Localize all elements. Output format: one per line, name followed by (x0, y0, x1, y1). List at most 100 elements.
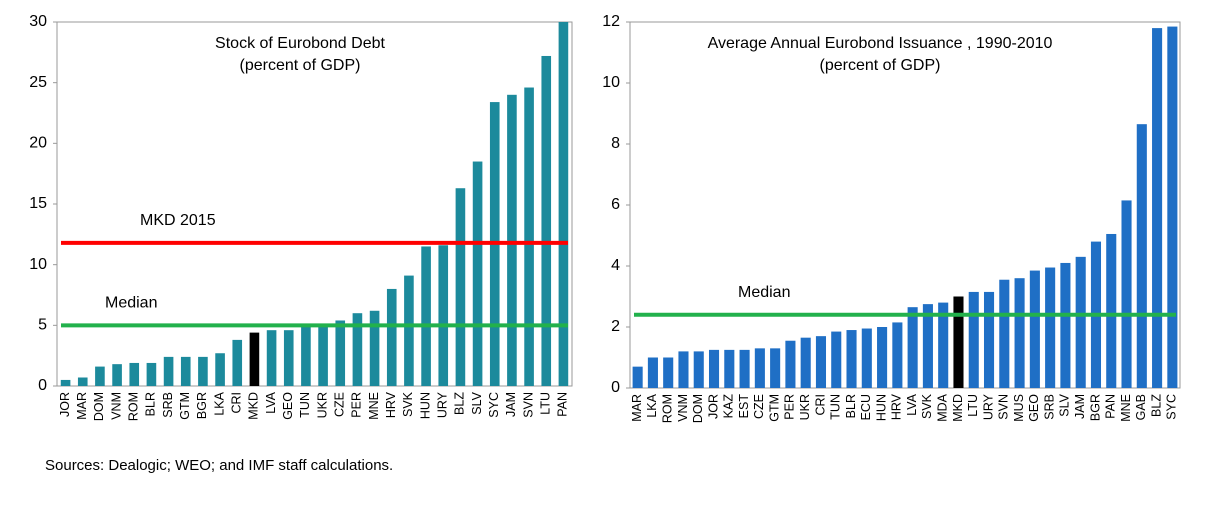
x-tick-label: GTM (767, 394, 781, 422)
y-tick-label: 5 (38, 317, 47, 334)
bar (1121, 200, 1132, 388)
x-tick-label: VNM (676, 394, 690, 422)
x-tick-label: HRV (384, 391, 398, 418)
bar (922, 304, 933, 388)
x-tick-label: CZE (333, 392, 347, 417)
bar (815, 336, 827, 388)
bar (77, 377, 88, 386)
x-tick-label: PAN (556, 392, 570, 417)
y-tick-label: 20 (29, 135, 47, 152)
x-tick-label: JAM (1073, 394, 1087, 419)
bar (472, 161, 483, 386)
bar (754, 348, 765, 388)
y-tick-label: 2 (611, 318, 620, 335)
bar (386, 288, 397, 386)
bar (678, 351, 689, 388)
x-tick-label: HUN (418, 392, 432, 419)
x-tick-label: SVN (997, 394, 1011, 420)
bar (266, 330, 277, 386)
y-tick-label: 10 (602, 74, 620, 91)
x-tick-label: SLV (470, 391, 484, 414)
x-tick-label: LKA (212, 391, 226, 415)
bar (1136, 124, 1147, 389)
x-tick-label: LVA (264, 391, 278, 413)
x-tick-label: UKR (315, 392, 329, 418)
bar (739, 349, 750, 388)
y-tick-label: 30 (29, 13, 47, 30)
bar (335, 320, 346, 386)
x-tick-label: PER (783, 394, 797, 420)
x-tick-label: GEO (1027, 394, 1041, 422)
y-tick-label: 4 (611, 257, 620, 274)
x-tick-label: MUS (1012, 394, 1026, 422)
y-tick-label: 6 (611, 196, 620, 213)
x-tick-label: PAN (1104, 394, 1118, 419)
x-tick-label: CRI (230, 392, 244, 414)
x-tick-label: TUN (298, 392, 312, 418)
x-tick-label: LVA (905, 393, 919, 415)
x-tick-label: URY (981, 393, 995, 420)
bar (831, 331, 842, 388)
bar (1060, 262, 1071, 388)
bar (907, 307, 918, 388)
x-tick-label: UKR (798, 394, 812, 420)
bar (283, 330, 294, 386)
x-tick-label: BGR (1088, 394, 1102, 421)
x-tick-label: CRI (813, 394, 827, 416)
bar (1014, 278, 1025, 388)
bar (724, 349, 735, 388)
bar (938, 302, 949, 388)
x-tick-label: BLZ (1149, 394, 1163, 417)
x-tick-label: GAB (1134, 394, 1148, 420)
x-tick-label: LTU (966, 394, 980, 417)
bar (892, 322, 903, 388)
bar (507, 94, 517, 387)
x-tick-label: SRB (161, 392, 175, 418)
x-tick-label: JOR (58, 392, 72, 417)
bar (1167, 26, 1178, 388)
x-tick-label: SVK (920, 393, 934, 419)
x-tick-label: MDA (935, 393, 949, 421)
x-tick-label: SYC (487, 392, 501, 418)
bar (647, 357, 658, 388)
bar (800, 337, 811, 388)
chart-title: Average Annual Eurobond Issuance , 1990-… (708, 35, 1053, 52)
bar (1075, 256, 1086, 388)
bar (232, 339, 243, 386)
x-tick-label: GEO (281, 392, 295, 420)
x-tick-label: PER (350, 392, 364, 418)
y-tick-label: 0 (611, 379, 620, 396)
bar (846, 330, 857, 388)
bar (877, 327, 888, 388)
bar (558, 22, 569, 386)
bar (1029, 270, 1040, 388)
bar (541, 55, 552, 387)
x-tick-label: MAR (630, 394, 644, 422)
x-tick-label: DOM (691, 394, 705, 423)
x-tick-label: MKD (247, 392, 261, 420)
bar (953, 296, 964, 388)
x-tick-label: GTM (178, 392, 192, 420)
bar (95, 366, 105, 386)
x-tick-label: KAZ (722, 394, 736, 419)
x-tick-label: ROM (127, 392, 141, 421)
x-tick-label: HRV (890, 393, 904, 420)
x-tick-label: JOR (706, 394, 720, 419)
y-tick-label: 12 (602, 13, 620, 30)
x-tick-label: TUN (829, 394, 843, 420)
bar (215, 353, 225, 386)
bar (198, 356, 208, 386)
x-tick-label: ECU (859, 394, 873, 420)
reference-label: Median (738, 284, 790, 301)
bar (708, 349, 720, 388)
x-tick-label: MNE (1119, 394, 1133, 422)
y-tick-label: 10 (29, 256, 47, 273)
bar (146, 362, 157, 386)
bar (999, 279, 1010, 388)
x-tick-label: MNE (367, 392, 381, 420)
y-tick-label: 8 (611, 135, 620, 152)
x-tick-label: SVN (521, 392, 535, 418)
bar (524, 87, 534, 387)
source-note: Sources: Dealogic; WEO; and IMF staff ca… (45, 457, 393, 474)
bar (163, 356, 174, 386)
